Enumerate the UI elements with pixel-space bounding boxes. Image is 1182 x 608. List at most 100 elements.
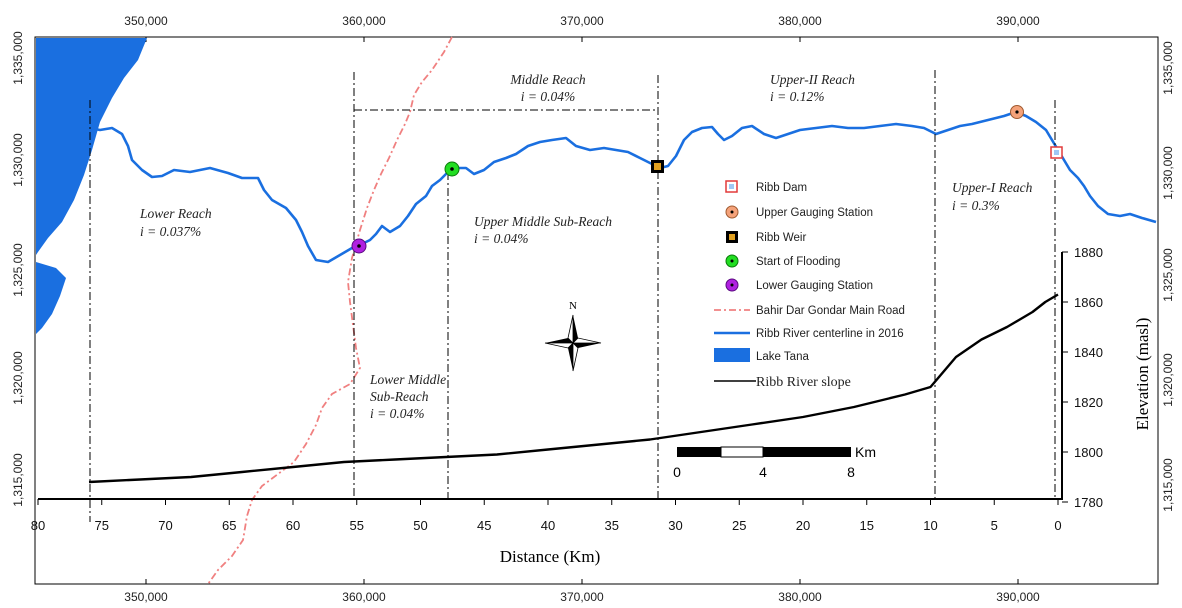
distance-tick-label: 75	[95, 518, 109, 533]
point-markers	[351, 105, 1063, 254]
gauging-station-icon	[725, 278, 739, 292]
lake-fill-icon	[714, 348, 750, 362]
lake-tana-shape	[36, 38, 147, 334]
distance-tick-label: 0	[1054, 518, 1061, 533]
lower-middle-sub-reach-name-1: Lower Middle	[369, 372, 446, 387]
northing-label: 1,330,000	[1161, 146, 1175, 200]
distance-tick-label: 55	[350, 518, 364, 533]
legend-item-ribb-dam: Ribb Dam	[725, 180, 807, 194]
legend-item-ribb-weir: Ribb Weir	[726, 231, 806, 244]
distance-tick-label: 50	[413, 518, 427, 533]
scale-bar: Km 0 4 8	[673, 444, 876, 480]
legend-label: Lake Tana	[756, 351, 809, 363]
lower-gauging-station-marker	[351, 238, 367, 254]
distance-axis-label: Distance (Km)	[500, 547, 601, 566]
north-label: N	[569, 300, 577, 312]
legend-item-lower-gauging-station: Lower Gauging Station	[725, 278, 873, 292]
upper-middle-sub-reach-slope: i = 0.04%	[474, 231, 528, 246]
northing-labels-left: 1,335,000 1,330,000 1,325,000 1,320,000 …	[11, 31, 25, 507]
gauging-station-icon	[725, 205, 739, 219]
legend-item-river-slope: Ribb River slope	[714, 375, 851, 390]
slope-series-line	[88, 293, 1059, 484]
legend-label: Ribb Weir	[756, 232, 806, 244]
elevation-tick-label: 1880	[1074, 245, 1103, 260]
ribb-weir-marker	[651, 160, 664, 173]
scale-bar-label: 4	[759, 464, 767, 480]
river-slope-profile	[88, 293, 1059, 484]
scale-bar-label: 8	[847, 464, 855, 480]
northing-label: 1,335,000	[1161, 41, 1175, 95]
upper-ii-reach-name: Upper-II Reach	[770, 72, 855, 87]
legend-item-lake-tana: Lake Tana	[714, 348, 809, 363]
northing-label: 1,330,000	[11, 133, 25, 187]
legend-item-start-of-flooding: Start of Flooding	[725, 254, 840, 268]
distance-tick-label: 10	[923, 518, 937, 533]
easting-label: 360,000	[342, 590, 386, 604]
northing-label: 1,320,000	[11, 351, 25, 405]
northing-label: 1,325,000	[11, 243, 25, 297]
legend-item-upper-gauging-station: Upper Gauging Station	[725, 205, 873, 219]
legend-label: Ribb Dam	[756, 182, 807, 194]
elevation-tick-label: 1780	[1074, 495, 1103, 510]
easting-labels-top: 350,000 360,000 370,000 380,000 390,000	[124, 14, 1040, 28]
distance-axis: 80 75 70 65 60 55 50 45 40 35 30 25 20 15 10 5 0 Distanc…	[31, 498, 1062, 566]
distance-tick-label: 40	[541, 518, 555, 533]
easting-label: 360,000	[342, 14, 386, 28]
start-of-flooding-marker	[444, 161, 460, 177]
easting-label: 350,000	[124, 590, 168, 604]
upper-gauging-station-marker	[1010, 105, 1024, 119]
legend-label: Upper Gauging Station	[756, 207, 873, 219]
elevation-axis-label: Elevation (masl)	[1133, 318, 1152, 431]
main-road-line	[207, 36, 453, 585]
lower-middle-sub-reach-name-2: Sub-Reach	[370, 389, 429, 404]
distance-tick-label: 70	[158, 518, 172, 533]
legend-label: Lower Gauging Station	[756, 280, 873, 292]
scale-bar-unit: Km	[855, 444, 876, 460]
distance-tick-label: 25	[732, 518, 746, 533]
distance-tick-label: 65	[222, 518, 236, 533]
map-frame	[34, 36, 1159, 585]
distance-tick-label: 80	[31, 518, 45, 533]
northing-label: 1,315,000	[1161, 458, 1175, 512]
legend-label: Bahir Dar Gondar Main Road	[756, 305, 905, 317]
easting-label: 350,000	[124, 14, 168, 28]
elevation-tick-label: 1860	[1074, 295, 1103, 310]
upper-middle-sub-reach-name: Upper Middle Sub-Reach	[474, 214, 612, 229]
upper-i-reach-name: Upper-I Reach	[952, 180, 1033, 195]
distance-tick-label: 35	[605, 518, 619, 533]
easting-labels-bottom: 350,000 360,000 370,000 380,000 390,000	[124, 590, 1040, 604]
elevation-axis: 1880 1860 1840 1820 1800 1780 Elevation (masl…	[1061, 245, 1152, 510]
elevation-ticks: 1880 1860 1840 1820 1800 1780	[1062, 245, 1103, 510]
upper-ii-reach-slope: i = 0.12%	[770, 89, 824, 104]
scale-bar-label: 0	[673, 464, 681, 480]
easting-label: 370,000	[560, 590, 604, 604]
northing-labels-right: 1,335,000 1,330,000 1,325,000 1,320,000 …	[1161, 41, 1175, 512]
northing-label: 1,320,000	[1161, 353, 1175, 407]
distance-tick-label: 5	[991, 518, 998, 533]
northing-label: 1,315,000	[11, 453, 25, 507]
distance-tick-label: 60	[286, 518, 300, 533]
north-arrow-icon	[544, 314, 602, 372]
distance-ticks: 80 75 70 65 60 55 50 45 40 35 30 25 20 15 10 5 0	[31, 499, 1062, 533]
lower-reach-name: Lower Reach	[139, 206, 212, 221]
legend-label: Start of Flooding	[756, 256, 840, 268]
lower-middle-sub-reach-slope: i = 0.04%	[370, 406, 424, 421]
upper-i-reach-slope: i = 0.3%	[952, 198, 1000, 213]
middle-reach-slope: i = 0.04%	[521, 89, 575, 104]
legend-label: Ribb River slope	[756, 375, 851, 390]
easting-tick-marks	[145, 37, 1019, 584]
easting-label: 370,000	[560, 14, 604, 28]
lower-reach-slope: i = 0.037%	[140, 224, 201, 239]
distance-tick-label: 15	[860, 518, 874, 533]
reach-boundaries	[89, 70, 1056, 522]
ribb-dam-marker	[1050, 146, 1063, 159]
legend-item-river-centerline: Ribb River centerline in 2016	[714, 328, 904, 340]
legend-label: Ribb River centerline in 2016	[756, 328, 904, 340]
ribb-river-centerline	[89, 110, 1157, 264]
dam-icon	[725, 180, 738, 193]
easting-label: 390,000	[996, 14, 1040, 28]
middle-reach-name: Middle Reach	[509, 72, 586, 87]
distance-tick-label: 45	[477, 518, 491, 533]
northing-label: 1,325,000	[1161, 248, 1175, 302]
